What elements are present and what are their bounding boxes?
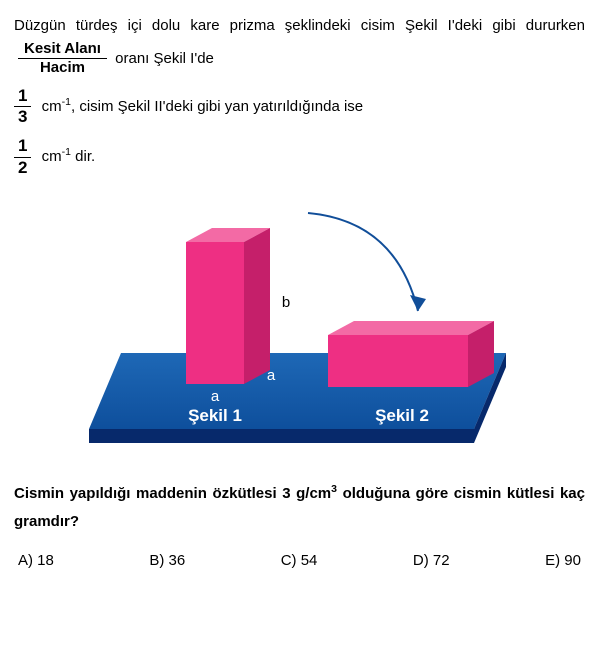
svg-text:Şekil 1: Şekil 1 — [188, 406, 242, 425]
exp-1: -1 — [62, 96, 71, 108]
answer-D: D) 72 — [413, 547, 450, 576]
fraction-2-den: 2 — [14, 158, 31, 178]
ratio-fraction: Kesit Alanı Hacim — [18, 41, 107, 77]
ratio-num: Kesit Alanı — [18, 41, 107, 60]
text-line2b: oranı Şekil I'de — [115, 49, 214, 66]
text-line3a: , cisim Şekil II'deki gibi yan yatırıldı… — [71, 98, 363, 115]
answer-E: E) 90 — [545, 547, 581, 576]
svg-text:a: a — [266, 367, 275, 384]
exp-2: -1 — [62, 146, 71, 158]
fraction-2: 1 2 — [14, 137, 31, 177]
answer-B: B) 36 — [149, 547, 185, 576]
unit-1: cm — [42, 98, 62, 115]
problem-text: Düzgün türdeş içi dolu kare prizma şekli… — [14, 12, 585, 77]
ratio-den: Hacim — [18, 59, 107, 77]
figure-container: a a b Şekil 1 Şekil 2 — [14, 191, 585, 472]
answer-C: C) 54 — [281, 547, 318, 576]
svg-text:a: a — [210, 388, 219, 405]
fraction-1: 1 3 — [14, 87, 31, 127]
value-row-2: 1 2 cm-1 dir. — [14, 137, 585, 177]
value-row-1: 1 3 cm-1, cisim Şekil II'deki gibi yan y… — [14, 87, 585, 127]
question-text: Cismin yapıldığı maddenin özkütlesi 3 g/… — [14, 480, 585, 537]
fraction-1-num: 1 — [14, 87, 31, 108]
text-line4a: dir. — [71, 148, 95, 165]
answer-row: A) 18 B) 36 C) 54 D) 72 E) 90 — [14, 547, 585, 576]
unit-2: cm — [42, 148, 62, 165]
fraction-2-num: 1 — [14, 137, 31, 158]
text-line2a: Şekil I'deki gibi dururken — [405, 17, 585, 34]
answer-A: A) 18 — [18, 547, 54, 576]
question-a: Cismin yapıldığı maddenin özkütlesi 3 g/… — [14, 485, 331, 502]
svg-text:Şekil 2: Şekil 2 — [375, 406, 429, 425]
svg-text:b: b — [281, 294, 289, 311]
prism-figure: a a b Şekil 1 Şekil 2 — [66, 191, 534, 461]
fraction-1-den: 3 — [14, 107, 31, 127]
text-line1: Düzgün türdeş içi dolu kare prizma şekli… — [14, 17, 395, 34]
